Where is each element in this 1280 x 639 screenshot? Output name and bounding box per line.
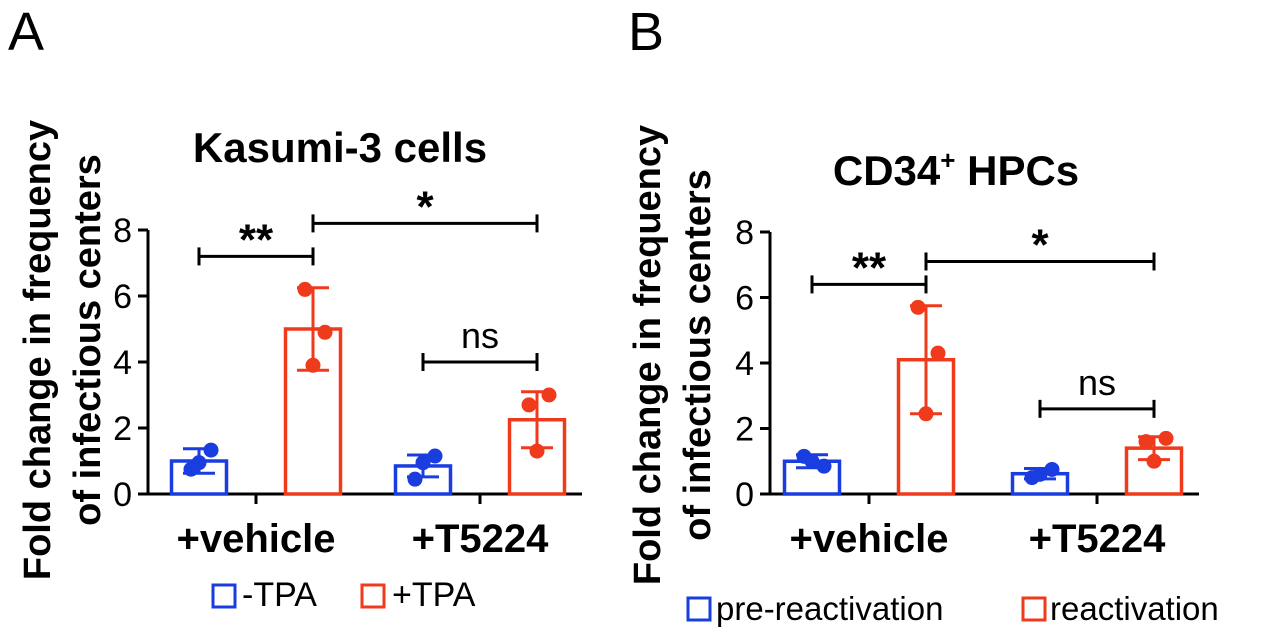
panel-b-point-red-0-1 <box>930 345 946 361</box>
panel-a-ylabel-line2: of infectious centers <box>67 154 109 526</box>
panel-b-point-red-1-0 <box>1138 434 1154 450</box>
panel-b-point-blue-1-2 <box>1032 466 1048 482</box>
panel-b-significance-label-0: ** <box>852 243 887 292</box>
panel-a-significance-label-1: * <box>416 182 434 231</box>
panel-b-legend-swatch-1 <box>1021 596 1047 622</box>
panel-b-y-tick-label-3: 6 <box>735 280 754 318</box>
panel-b-legend-label-1: reactivation <box>1050 590 1219 627</box>
panel-a-y-tick-label-3: 6 <box>113 278 132 316</box>
panel-b-title-rest: HPCs <box>955 147 1079 194</box>
panel-b-point-red-0-0 <box>910 299 926 315</box>
panel-a-y-tick-label-4: 8 <box>113 212 132 250</box>
panel-a-legend-swatch-0 <box>211 583 237 609</box>
panel-a-point-blue-1-1 <box>427 448 443 464</box>
panel-a-legend-label-0: -TPA <box>242 576 317 614</box>
panel-b-legend: pre-reactivation reactivation <box>686 590 1219 627</box>
panel-b-significance-label-1: * <box>1031 220 1049 269</box>
panel-a-y-tick-label-1: 2 <box>113 410 132 448</box>
panel-a-significance-label-2: ns <box>461 315 499 356</box>
panel-a-legend: -TPA +TPA <box>211 576 476 614</box>
panel-b-legend-swatch-0 <box>686 596 712 622</box>
panel-b-point-red-1-1 <box>1158 430 1174 446</box>
panel-a-point-red-1-2 <box>529 443 545 459</box>
panel-a-point-blue-0-2 <box>191 455 207 471</box>
panel-b-category-label-1: +T5224 <box>1029 517 1167 561</box>
panel-b-label: B <box>628 2 664 62</box>
panel-b-legend-label-0: pre-reactivation <box>716 590 943 627</box>
panel-a-category-label-1: +T5224 <box>412 517 550 561</box>
panel-b-y-tick-label-1: 2 <box>735 411 754 449</box>
panel-a-y-tick-label-0: 0 <box>113 476 132 514</box>
panel-a-y-tick-label-2: 4 <box>113 344 132 382</box>
panel-a-point-blue-1-2 <box>415 455 431 471</box>
panel-b-y-tick-label-0: 0 <box>735 476 754 514</box>
panel-a-point-red-0-2 <box>305 357 321 373</box>
panel-a-ylabel-line1: Fold change in frequency <box>17 120 59 580</box>
panel-a-point-red-1-1 <box>541 387 557 403</box>
panel-a: A Kasumi-3 cells Fold change in frequenc… <box>8 2 582 614</box>
panel-a-point-red-1-0 <box>521 397 537 413</box>
panel-a-point-red-0-1 <box>317 324 333 340</box>
panel-b-ylabel-line1: Fold change in frequency <box>627 125 669 585</box>
panel-b: B CD34+ HPCs Fold change in frequency of… <box>627 2 1219 627</box>
panel-b-y-tick-label-2: 4 <box>735 345 754 383</box>
panel-a-point-blue-0-1 <box>203 442 219 458</box>
panel-b-point-blue-0-1 <box>816 458 832 474</box>
panel-b-point-red-0-2 <box>918 406 934 422</box>
panel-b-y-tick-label-4: 8 <box>735 214 754 252</box>
panel-b-category-label-0: +vehicle <box>789 517 948 561</box>
panel-a-category-label-0: +vehicle <box>176 517 335 561</box>
panel-a-label: A <box>8 2 44 62</box>
panel-a-legend-swatch-1 <box>360 583 386 609</box>
panel-b-point-blue-0-2 <box>804 453 820 469</box>
panel-b-title: CD34+ HPCs <box>833 145 1079 194</box>
panel-b-title-main: CD34 <box>833 147 941 194</box>
panel-b-point-red-1-2 <box>1146 453 1162 469</box>
panel-a-point-red-0-0 <box>297 281 313 297</box>
panel-b-point-blue-1-1 <box>1044 461 1060 477</box>
panel-a-point-blue-1-0 <box>407 471 423 487</box>
panel-b-significance-label-2: ns <box>1078 362 1116 403</box>
panel-b-ylabel-line2: of infectious centers <box>677 169 719 541</box>
panel-a-significance-label-0: ** <box>239 215 274 264</box>
panel-a-title: Kasumi-3 cells <box>193 124 487 171</box>
panel-a-legend-label-1: +TPA <box>392 576 476 614</box>
panel-b-title-sup: + <box>940 145 955 175</box>
